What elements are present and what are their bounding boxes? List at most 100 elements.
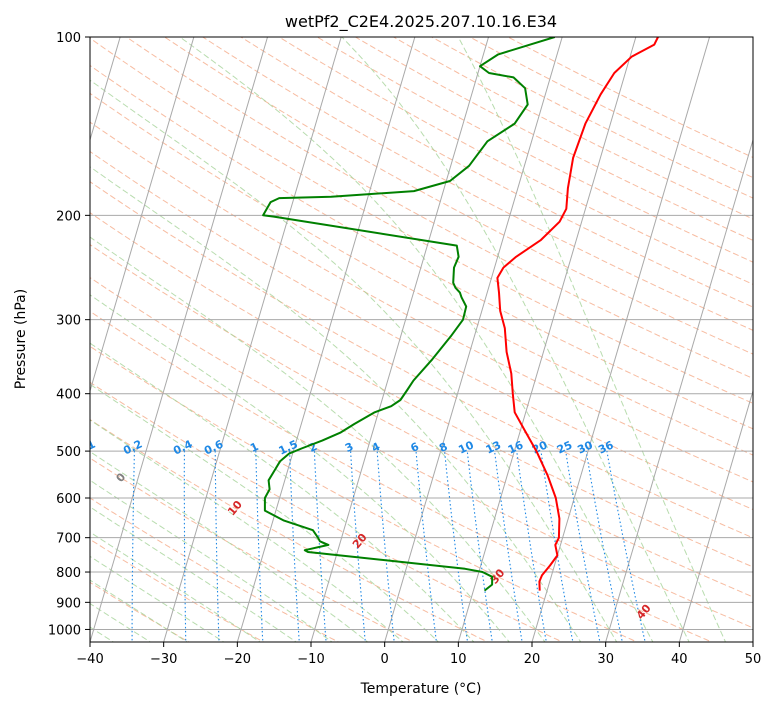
mixing-ratio-line [516, 451, 547, 642]
moist-adiabat-line [90, 236, 546, 642]
dry-adiabat-line [430, 37, 753, 199]
background-lines [82, 37, 753, 644]
y-axis-label: Pressure (hPa) [13, 289, 29, 389]
moist-adiabat-line [179, 37, 654, 642]
mixing-ratio-line [540, 451, 574, 642]
isotherm-line [310, 37, 490, 642]
temperature-profile-line [496, 37, 659, 591]
x-tick-label: 20 [524, 652, 541, 667]
mixing-ratio-line [82, 451, 88, 644]
y-tick-label: 700 [56, 532, 81, 547]
mixing-ratio-label: 13 [484, 438, 503, 456]
y-tick-label: 400 [56, 388, 81, 403]
dry-adiabat-line [90, 418, 489, 642]
mixing-ratio-label: 0.6 [202, 437, 225, 457]
isotherm-line [457, 37, 637, 642]
dry-adiabat-line [90, 381, 564, 642]
dry-adiabat-line [316, 37, 753, 263]
dry-adiabat-line [90, 150, 753, 511]
moist-adiabat-line [90, 531, 262, 642]
x-tick-label: −10 [297, 652, 324, 667]
mixing-ratio-label: 20 [530, 438, 550, 456]
isotherm-line [384, 37, 563, 642]
isotherm-line [163, 37, 342, 642]
moist-adiabat-line [90, 79, 618, 642]
dry-adiabat-line [163, 37, 753, 355]
isotherm-line [678, 389, 753, 642]
plot-frame [89, 36, 754, 643]
mixing-ratio-label: 30 [575, 438, 595, 456]
y-tick-label: 500 [56, 445, 81, 460]
dry-adiabat-line [90, 277, 753, 629]
dry-adiabat-line [392, 37, 753, 220]
mixing-ratio-label: 0.2 [121, 438, 144, 458]
x-tick-label: 10 [450, 652, 467, 667]
moist-adiabat-label: -10 [0, 434, 22, 458]
dry-adiabat-line [354, 37, 753, 241]
dry-adiabat-line [506, 37, 753, 159]
dry-adiabat-line [90, 244, 753, 598]
mixing-ratio-label: 16 [506, 438, 526, 456]
x-tick-label: 0 [381, 652, 389, 667]
mixing-ratio-line [494, 451, 523, 642]
moist-adiabat-line [90, 451, 369, 642]
moist-adiabat-line [90, 294, 510, 642]
y-tick-label: 1000 [48, 623, 81, 638]
moist-adiabat-line [90, 419, 404, 642]
x-tick-label: 30 [597, 652, 614, 667]
isotherm-line [90, 37, 195, 393]
dry-adiabat-line [90, 310, 713, 642]
x-axis-label: Temperature (°C) [360, 681, 482, 697]
moist-adiabat-line [90, 506, 298, 642]
isotherm-line [531, 37, 711, 642]
x-tick-label: −20 [224, 652, 251, 667]
moist-adiabat-label: 10 [225, 498, 245, 518]
y-tick-label: 600 [56, 492, 81, 507]
moist-adiabat-line [90, 166, 582, 642]
mixing-ratio-line [466, 451, 493, 642]
mixing-ratio-label: 36 [596, 438, 616, 456]
mixing-ratio-line [585, 451, 623, 642]
x-axis: −40 −30 −20 −10 0 10 20 30 40 50 [76, 642, 761, 667]
moist-adiabat-label: 20 [350, 531, 370, 551]
mixing-ratio-label: 25 [555, 438, 574, 456]
y-tick-label: 900 [56, 596, 81, 611]
mixing-ratio-line [214, 451, 220, 642]
moist-adiabat-line [90, 383, 440, 642]
dewpoint-profile-line [262, 37, 556, 592]
dry-adiabat-line [468, 37, 753, 179]
x-tick-label: −40 [76, 652, 103, 667]
x-tick-label: −30 [150, 652, 177, 667]
isotherm-line [236, 37, 416, 642]
y-tick-label: 800 [56, 566, 81, 581]
isotherm-line [90, 37, 121, 142]
dry-adiabat-line [278, 37, 753, 285]
x-tick-label: 40 [671, 652, 688, 667]
y-axis: 1000 900 800 700 600 500 400 300 200 100 [48, 31, 90, 638]
mixing-ratio-labels: 0.1 0.2 0.4 0.6 1 1.5 2 3 4 6 8 10 13 16 20 25 30 36 [74, 437, 616, 458]
x-tick-label: 50 [745, 652, 762, 667]
dry-adiabat-line [90, 64, 753, 430]
dry-adiabat-line [90, 457, 415, 642]
chart-title: wetPf2_C2E4.2025.207.10.16.E34 [285, 12, 557, 32]
mixing-ratio-label: 10 [456, 438, 476, 456]
profile-lines [262, 37, 659, 592]
isotherm-line [605, 138, 753, 642]
mixing-ratio-line [565, 451, 601, 642]
mixing-ratio-label: 1 [248, 440, 260, 455]
moist-adiabat-line [90, 342, 475, 642]
mixing-ratio-line [183, 451, 187, 642]
dry-adiabat-line [90, 181, 753, 539]
moist-adiabat-line [341, 37, 690, 642]
mixing-ratio-line [131, 451, 135, 642]
dry-adiabat-line [239, 37, 753, 308]
mixing-ratio-line [606, 451, 646, 642]
mixing-ratio-label: 3 [343, 440, 355, 455]
dry-adiabat-line [90, 121, 753, 483]
y-tick-label: 100 [56, 31, 81, 46]
mixing-ratio-line [415, 451, 437, 642]
mixing-ratio-line [255, 451, 264, 642]
moist-adiabat-label: 0 [113, 470, 128, 484]
mixing-ratio-label: 0.1 [74, 438, 97, 458]
